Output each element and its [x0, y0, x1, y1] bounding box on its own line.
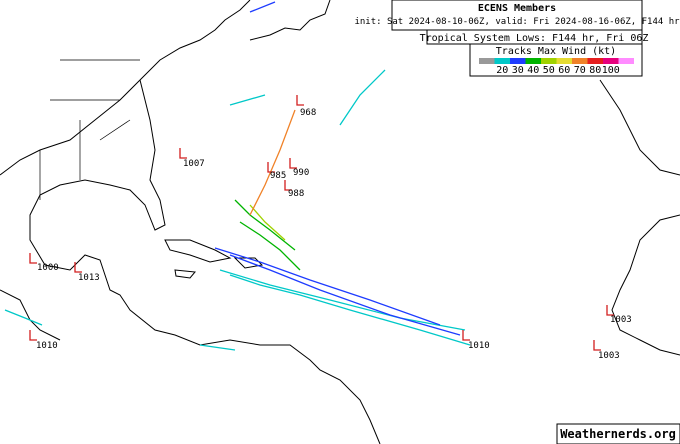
legend-swatch	[479, 58, 495, 64]
legend-swatch	[510, 58, 526, 64]
low-pressure: 1000	[37, 263, 59, 273]
legend-tick: 30	[512, 65, 524, 76]
lows-title: Tropical System Lows: F144 hr, Fri 06Z	[420, 33, 649, 44]
legend-swatch	[541, 58, 557, 64]
init-valid: init: Sat 2024-08-10-06Z, valid: Fri 202…	[354, 17, 680, 27]
low-marker	[462, 330, 470, 341]
low-pressure: 1010	[468, 341, 490, 351]
legend-tick: 100	[602, 65, 620, 76]
legend-swatch	[618, 58, 634, 64]
legend: 20 30 40 50 60 70 80 100	[479, 58, 634, 76]
low-marker	[29, 330, 37, 341]
legend-tick: 60	[558, 65, 570, 76]
tracks	[4, 1, 471, 351]
legend-swatch	[603, 58, 619, 64]
low-pressure: 985	[270, 171, 286, 181]
low-marker	[593, 340, 601, 351]
low-pressure: 1003	[610, 315, 632, 325]
legend-tick: 50	[543, 65, 555, 76]
low-pressure: 990	[293, 168, 309, 178]
low-marker	[29, 253, 37, 264]
low-pressure: 968	[300, 108, 316, 118]
credit-box	[556, 423, 680, 444]
legend-title: Tracks Max Wind (kt)	[496, 46, 616, 57]
low-marker	[267, 162, 275, 173]
legend-tick: 40	[527, 65, 539, 76]
title: ECENS Members	[478, 3, 556, 14]
legend-swatch	[494, 58, 510, 64]
legend-tick: 80	[589, 65, 601, 76]
low-pressure: 1007	[183, 159, 205, 169]
low-pressure: 988	[288, 189, 304, 199]
low-marker	[179, 148, 187, 159]
low-pressure: 1003	[598, 351, 620, 361]
low-marker	[74, 262, 82, 273]
low-marker	[296, 95, 304, 106]
low-marker	[284, 180, 292, 191]
legend-tick: 70	[574, 65, 586, 76]
legend-swatch	[525, 58, 541, 64]
low-marker	[289, 158, 297, 169]
low-pressure: 1013	[78, 273, 100, 283]
low-marker	[606, 305, 614, 316]
legend-tick: 20	[496, 65, 508, 76]
legend-swatch	[556, 58, 572, 64]
low-pressure: 1010	[36, 341, 58, 351]
credit: Weathernerds.org	[560, 427, 676, 441]
legend-swatch	[572, 58, 588, 64]
legend-swatch	[587, 58, 603, 64]
